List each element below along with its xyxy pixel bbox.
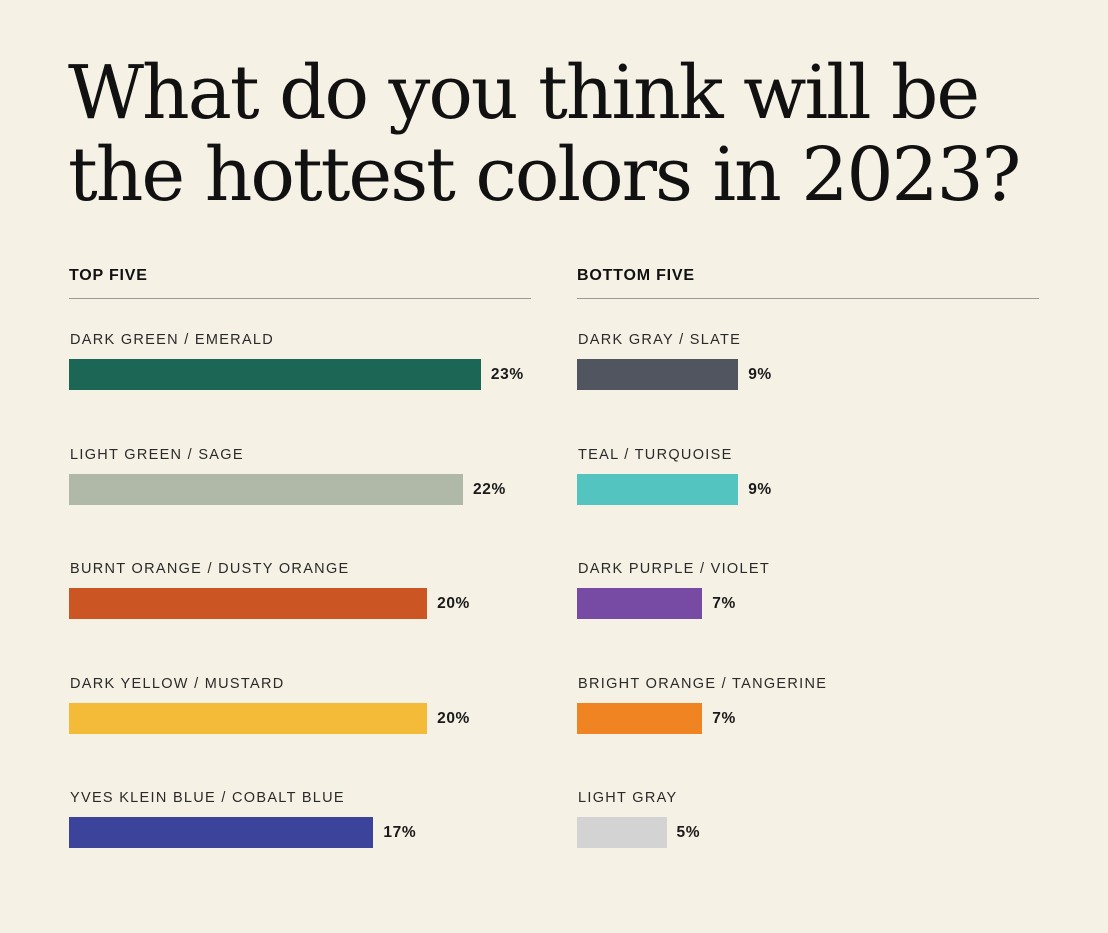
bar [69, 817, 374, 848]
bar [69, 473, 463, 505]
bottom-five-chart: BOTTOM FIVE DARK GRAY / SLATE 9% TEAL / TU… [577, 262, 1039, 882]
bar-value-label: 5% [676, 824, 701, 841]
bar-value-label: 20% [437, 595, 470, 612]
bar-value-label: 7% [712, 595, 736, 612]
bar-value-label: 17% [383, 824, 417, 841]
bar-value-label: 7% [712, 709, 736, 727]
bottom-five-divider [577, 298, 1039, 299]
bar-item: LIGHT GRAY 5% [577, 790, 1039, 852]
top-five-divider [69, 298, 531, 299]
page-title: What do you think will be the hottest co… [68, 52, 1068, 216]
bar [577, 817, 667, 848]
bar-item: BRIGHT ORANGE / TANGERINE 7% [577, 676, 1039, 738]
bar [577, 359, 739, 390]
bar-category-label: LIGHT GREEN / SAGE [70, 446, 244, 463]
bar-item: BURNT ORANGE / DUSTY ORANGE 20% [69, 561, 531, 623]
bar-item: TEAL / TURQUOISE 9% [577, 447, 1039, 509]
bar-item: DARK GRAY / SLATE 9% [577, 332, 1039, 394]
bar-category-label: BRIGHT ORANGE / TANGERINE [578, 675, 828, 692]
bar [577, 702, 703, 734]
bar-category-label: BURNT ORANGE / DUSTY ORANGE [70, 561, 350, 577]
title-line-2: the hottest colors in 2023? [68, 132, 1021, 218]
bar [577, 588, 703, 619]
bar [69, 702, 428, 734]
bar-category-label: YVES KLEIN BLUE / COBALT BLUE [70, 790, 345, 806]
top-five-chart: TOP FIVE DARK GREEN / EMERALD 23% LIGHT GR… [69, 262, 531, 882]
bar-value-label: 22% [473, 480, 506, 498]
bar-value-label: 20% [437, 709, 470, 727]
bar-item: DARK GREEN / EMERALD 23% [69, 332, 531, 394]
bar [69, 359, 481, 390]
bar-value-label: 9% [748, 366, 772, 383]
bottom-five-heading: BOTTOM FIVE [577, 267, 695, 284]
bar-category-label: DARK GREEN / EMERALD [70, 332, 275, 348]
bar-category-label: LIGHT GRAY [578, 790, 678, 806]
bar-item: YVES KLEIN BLUE / COBALT BLUE 17% [69, 790, 531, 852]
bar-category-label: DARK PURPLE / VIOLET [578, 561, 770, 577]
title-line-1: What do you think will be [68, 50, 980, 136]
bar-category-label: DARK YELLOW / MUSTARD [70, 675, 285, 692]
bar-category-label: DARK GRAY / SLATE [578, 332, 742, 348]
bar-item: DARK YELLOW / MUSTARD 20% [69, 676, 531, 738]
bar [577, 473, 739, 505]
bar-item: LIGHT GREEN / SAGE 22% [69, 447, 531, 509]
top-five-heading: TOP FIVE [69, 267, 148, 284]
bar-category-label: TEAL / TURQUOISE [578, 446, 733, 463]
bar-value-label: 23% [490, 366, 524, 383]
bar [69, 588, 428, 619]
bar-value-label: 9% [748, 480, 772, 498]
bar-item: DARK PURPLE / VIOLET 7% [577, 561, 1039, 623]
